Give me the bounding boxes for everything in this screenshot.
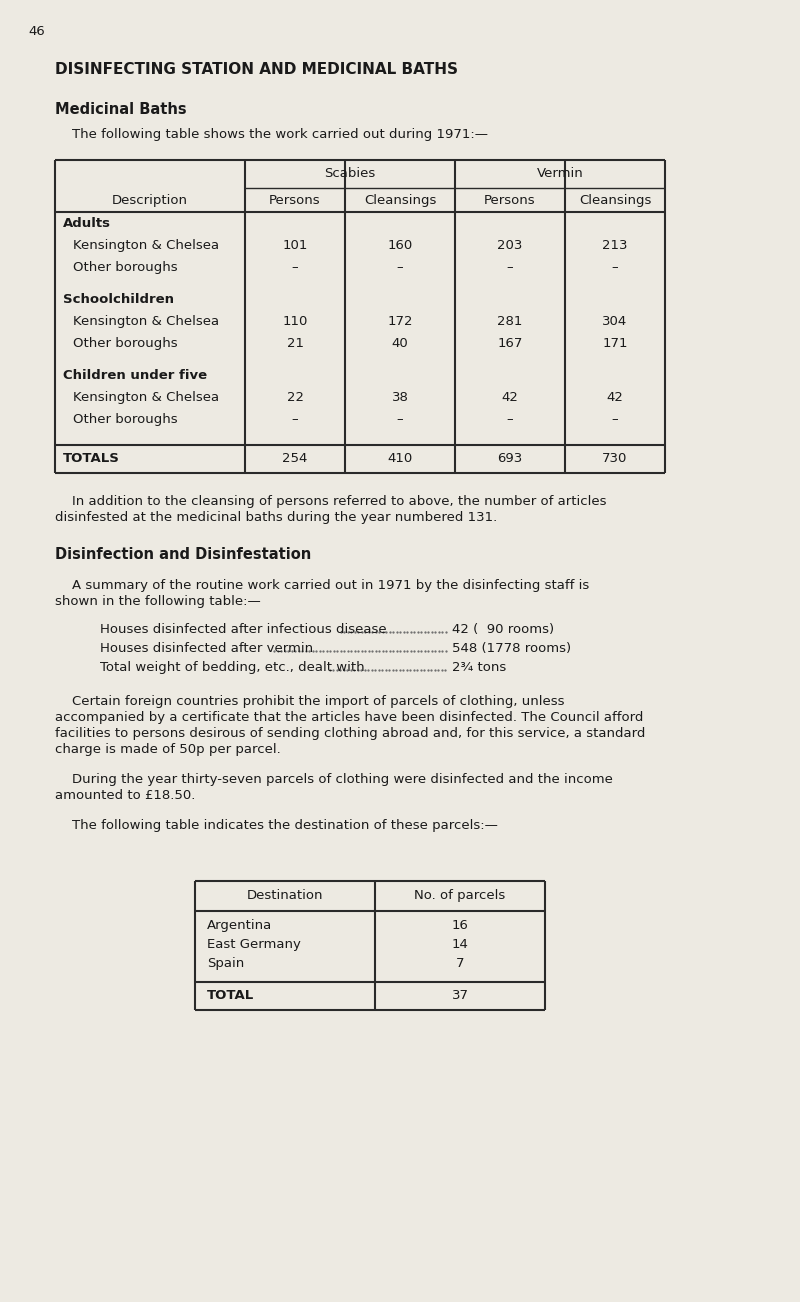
Text: 101: 101 — [282, 240, 308, 253]
Text: In addition to the cleansing of persons referred to above, the number of article: In addition to the cleansing of persons … — [55, 495, 606, 508]
Text: –: – — [292, 413, 298, 426]
Text: Kensington & Chelsea: Kensington & Chelsea — [73, 240, 219, 253]
Text: The following table indicates the destination of these parcels:—: The following table indicates the destin… — [55, 819, 498, 832]
Text: 730: 730 — [602, 452, 628, 465]
Text: accompanied by a certificate that the articles have been disinfected. The Counci: accompanied by a certificate that the ar… — [55, 711, 643, 724]
Text: disinfested at the medicinal baths during the year numbered 131.: disinfested at the medicinal baths durin… — [55, 510, 498, 523]
Text: Houses disinfected after vermin: Houses disinfected after vermin — [100, 642, 313, 655]
Text: Medicinal Baths: Medicinal Baths — [55, 102, 186, 117]
Text: 110: 110 — [282, 315, 308, 328]
Text: 693: 693 — [498, 452, 522, 465]
Text: 7: 7 — [456, 957, 464, 970]
Text: No. of parcels: No. of parcels — [414, 889, 506, 902]
Text: Persons: Persons — [269, 194, 321, 207]
Text: –: – — [292, 260, 298, 273]
Text: shown in the following table:—: shown in the following table:— — [55, 595, 261, 608]
Text: 213: 213 — [602, 240, 628, 253]
Text: Kensington & Chelsea: Kensington & Chelsea — [73, 391, 219, 404]
Text: Other boroughs: Other boroughs — [73, 260, 178, 273]
Text: 14: 14 — [451, 937, 469, 950]
Text: 22: 22 — [286, 391, 303, 404]
Text: Persons: Persons — [484, 194, 536, 207]
Text: Vermin: Vermin — [537, 167, 583, 180]
Text: 38: 38 — [391, 391, 409, 404]
Text: Children under five: Children under five — [63, 368, 207, 381]
Text: TOTALS: TOTALS — [63, 452, 120, 465]
Text: 42: 42 — [606, 391, 623, 404]
Text: 16: 16 — [451, 919, 469, 932]
Text: Adults: Adults — [63, 217, 111, 230]
Text: Other boroughs: Other boroughs — [73, 413, 178, 426]
Text: Destination: Destination — [246, 889, 323, 902]
Text: Argentina: Argentina — [207, 919, 272, 932]
Text: 37: 37 — [451, 990, 469, 1003]
Text: Total weight of bedding, etc., dealt with: Total weight of bedding, etc., dealt wit… — [100, 661, 365, 674]
Text: 203: 203 — [498, 240, 522, 253]
Text: Disinfection and Disinfestation: Disinfection and Disinfestation — [55, 547, 311, 562]
Text: 42 (  90 rooms): 42 ( 90 rooms) — [452, 622, 554, 635]
Text: 2¾ tons: 2¾ tons — [452, 661, 506, 674]
Text: 548 (1778 rooms): 548 (1778 rooms) — [452, 642, 571, 655]
Text: –: – — [506, 260, 514, 273]
Text: –: – — [397, 413, 403, 426]
Text: facilities to persons desirous of sending clothing abroad and, for this service,: facilities to persons desirous of sendin… — [55, 727, 646, 740]
Text: During the year thirty-seven parcels of clothing were disinfected and the income: During the year thirty-seven parcels of … — [55, 773, 613, 786]
Text: charge is made of 50p per parcel.: charge is made of 50p per parcel. — [55, 743, 281, 756]
Text: Other boroughs: Other boroughs — [73, 337, 178, 350]
Text: 304: 304 — [602, 315, 628, 328]
Text: 42: 42 — [502, 391, 518, 404]
Text: Schoolchildren: Schoolchildren — [63, 293, 174, 306]
Text: Spain: Spain — [207, 957, 244, 970]
Text: Houses disinfected after infectious disease: Houses disinfected after infectious dise… — [100, 622, 386, 635]
Text: 40: 40 — [392, 337, 408, 350]
Text: TOTAL: TOTAL — [207, 990, 254, 1003]
Text: 281: 281 — [498, 315, 522, 328]
Text: –: – — [612, 260, 618, 273]
Text: The following table shows the work carried out during 1971:—: The following table shows the work carri… — [55, 128, 488, 141]
Text: –: – — [397, 260, 403, 273]
Text: 410: 410 — [387, 452, 413, 465]
Text: 160: 160 — [387, 240, 413, 253]
Text: DISINFECTING STATION AND MEDICINAL BATHS: DISINFECTING STATION AND MEDICINAL BATHS — [55, 62, 458, 77]
Text: Kensington & Chelsea: Kensington & Chelsea — [73, 315, 219, 328]
Text: 21: 21 — [286, 337, 303, 350]
Text: Description: Description — [112, 194, 188, 207]
Text: 46: 46 — [28, 25, 45, 38]
Text: East Germany: East Germany — [207, 937, 301, 950]
Text: A summary of the routine work carried out in 1971 by the disinfecting staff is: A summary of the routine work carried ou… — [55, 579, 590, 592]
Text: Scabies: Scabies — [324, 167, 376, 180]
Text: amounted to £18.50.: amounted to £18.50. — [55, 789, 195, 802]
Text: Cleansings: Cleansings — [579, 194, 651, 207]
Text: Certain foreign countries prohibit the import of parcels of clothing, unless: Certain foreign countries prohibit the i… — [55, 695, 565, 708]
Text: –: – — [612, 413, 618, 426]
Text: 171: 171 — [602, 337, 628, 350]
Text: Cleansings: Cleansings — [364, 194, 436, 207]
Text: 172: 172 — [387, 315, 413, 328]
Text: 167: 167 — [498, 337, 522, 350]
Text: –: – — [506, 413, 514, 426]
Text: 254: 254 — [282, 452, 308, 465]
